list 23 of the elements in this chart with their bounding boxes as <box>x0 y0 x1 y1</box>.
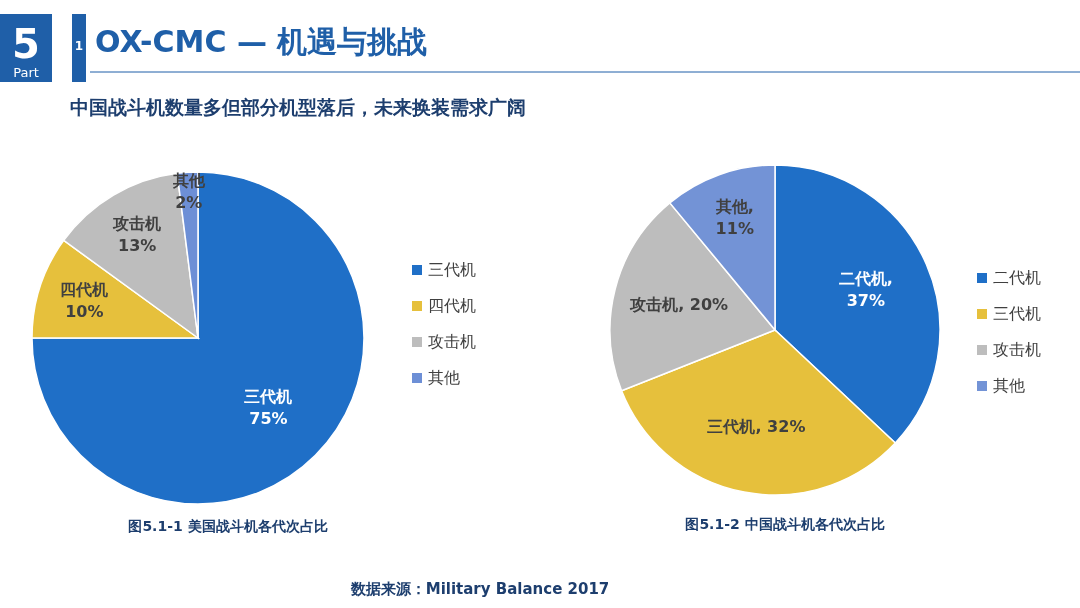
caption: 图5.1-2 中国战斗机各代次占比 <box>685 516 885 532</box>
source-note: 数据来源：Military Balance 2017 <box>349 580 610 598</box>
text: 1 <box>74 39 84 53</box>
data-label: 三代机, 32% <box>707 416 806 436</box>
text: 5 <box>12 21 40 67</box>
legend-label: 其他 <box>993 375 1025 395</box>
data-label: 攻击机, 20% <box>629 294 729 314</box>
data-label: 其他, 11% <box>714 196 754 238</box>
data-label: 攻击机 13% <box>112 213 162 255</box>
chart-subtitle: 中国战斗机数量多但部分机型落后，未来换装需求广阔 <box>70 96 526 118</box>
data-label: 三代机 75% <box>244 386 293 428</box>
data-label: 二代机, 37% <box>838 269 893 311</box>
legend-label: 攻击机 <box>428 331 476 351</box>
legend-label: 二代机 <box>993 267 1041 287</box>
legend-label: 四代机 <box>428 295 476 315</box>
text: Part <box>13 65 39 80</box>
legend-label: 攻击机 <box>993 339 1041 359</box>
chart-title: OX-CMC — 机遇与挑战 <box>95 24 428 59</box>
legend-label: 三代机 <box>993 303 1041 323</box>
caption: 图5.1-1 美国战斗机各代次占比 <box>128 518 328 534</box>
data-label: 四代机 10% <box>60 279 109 321</box>
legend-label: 其他 <box>428 367 460 387</box>
legend-label: 三代机 <box>428 259 476 279</box>
